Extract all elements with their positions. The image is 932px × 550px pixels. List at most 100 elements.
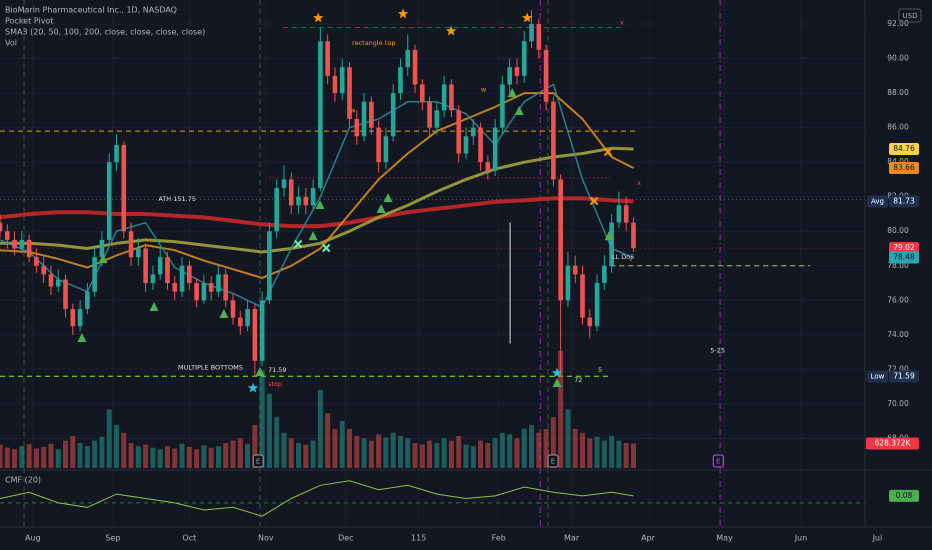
annotation: ATH 151.75 [158, 195, 196, 203]
candle-body [41, 265, 46, 275]
candle-body [543, 49, 549, 102]
candle-body [470, 127, 476, 137]
candle-body [121, 144, 127, 232]
volume-bar [77, 443, 83, 468]
cross-marker [603, 147, 613, 157]
triangle-marker [149, 302, 159, 312]
triangle-marker [315, 199, 325, 209]
volume-bar [390, 432, 396, 468]
volume-bar [543, 428, 549, 468]
volume-bar [514, 438, 520, 468]
candle-body [296, 196, 301, 206]
candle-body [325, 41, 330, 76]
candle-body [441, 84, 447, 111]
candle-body [230, 300, 236, 318]
price-tag: 84.76 [893, 144, 915, 153]
x-tick-label: Jul [872, 534, 883, 543]
candle-body [616, 205, 622, 223]
volume-bar [376, 434, 382, 468]
star-marker [397, 8, 409, 19]
volume-bar [558, 350, 564, 468]
candle-body [216, 274, 221, 292]
x-tick-label: May [716, 534, 733, 543]
cmf-line [0, 480, 634, 517]
candle-body [463, 136, 469, 154]
volume-bar [601, 440, 607, 468]
earnings-icon [252, 454, 264, 468]
candle-body [565, 265, 571, 301]
earnings-label: E [551, 458, 555, 466]
earnings-label: E [716, 458, 720, 466]
volume-bar [19, 446, 25, 468]
earnings-label: E [256, 458, 260, 466]
volume-tag: 628.372K [875, 438, 912, 447]
volume-bar [186, 446, 192, 468]
legend-line: Vol [5, 39, 17, 48]
volume-bar [179, 443, 185, 468]
candle-body [398, 67, 403, 94]
candle-body [136, 248, 141, 258]
volume-bar [33, 448, 39, 468]
candle-body [208, 283, 214, 292]
price-tag-name: Avg [871, 197, 884, 205]
earnings-icon [712, 454, 724, 468]
volume-bar [296, 443, 302, 468]
volume-bar [507, 434, 513, 468]
candle-body [4, 231, 10, 240]
candle-body [128, 231, 134, 258]
volume-bar [383, 437, 389, 468]
candle-body [427, 101, 432, 128]
volume-bar [529, 425, 535, 468]
volume-bar [135, 446, 141, 468]
volume-bar [478, 440, 484, 468]
chart-title: BioMarin Pharmaceutical Inc., 1D, NASDAQ [5, 6, 177, 15]
annotation: x [637, 179, 641, 187]
volume-bar [55, 449, 61, 468]
volume-bar [492, 438, 498, 468]
volume-bar [616, 440, 622, 468]
triangle-marker [552, 378, 562, 388]
volume-bar [310, 440, 316, 468]
y-tick-label: 86.00 [887, 123, 909, 132]
candle-body [405, 49, 411, 68]
volume-bar [143, 444, 149, 468]
y-tick-label: 90.00 [887, 54, 909, 63]
volume-bar [361, 438, 367, 468]
candle-body [114, 144, 119, 163]
currency-box[interactable] [898, 8, 922, 23]
candle-body [267, 231, 272, 301]
volume-bar [347, 428, 352, 468]
triangle-marker [98, 254, 108, 264]
volume-bar [63, 440, 69, 468]
candle-body [507, 67, 512, 85]
triangle-marker [383, 193, 393, 203]
candle-body [318, 41, 323, 189]
candle-body [347, 67, 352, 119]
triangle-marker [507, 88, 517, 98]
volume-bar [470, 446, 476, 468]
triangle-marker [376, 203, 386, 213]
currency: USD [903, 12, 918, 20]
volume-bar [41, 446, 47, 468]
volume-bar [303, 444, 309, 468]
volume-bar [499, 432, 505, 468]
annotation: 5-25 [710, 346, 725, 354]
volume-bar [266, 393, 272, 468]
volume-bar [164, 446, 170, 468]
volume-bar [223, 443, 229, 468]
y-tick-label: 72.00 [887, 364, 909, 373]
star-marker [551, 367, 563, 378]
volume-bar [572, 428, 578, 468]
annotation: rectangle top [352, 39, 395, 47]
volume-bar [281, 432, 287, 468]
volume-bar [157, 449, 163, 468]
volume-bar [70, 435, 76, 468]
annotation: MULTIPLE BOTTOMS [178, 364, 243, 372]
candle-body [259, 300, 265, 361]
candle-body [55, 279, 61, 287]
x-tick-label: Dec [338, 534, 353, 543]
candle-body [201, 283, 207, 301]
volume-bar [463, 444, 469, 468]
volume-bar [448, 440, 454, 468]
candle-body [492, 127, 498, 171]
